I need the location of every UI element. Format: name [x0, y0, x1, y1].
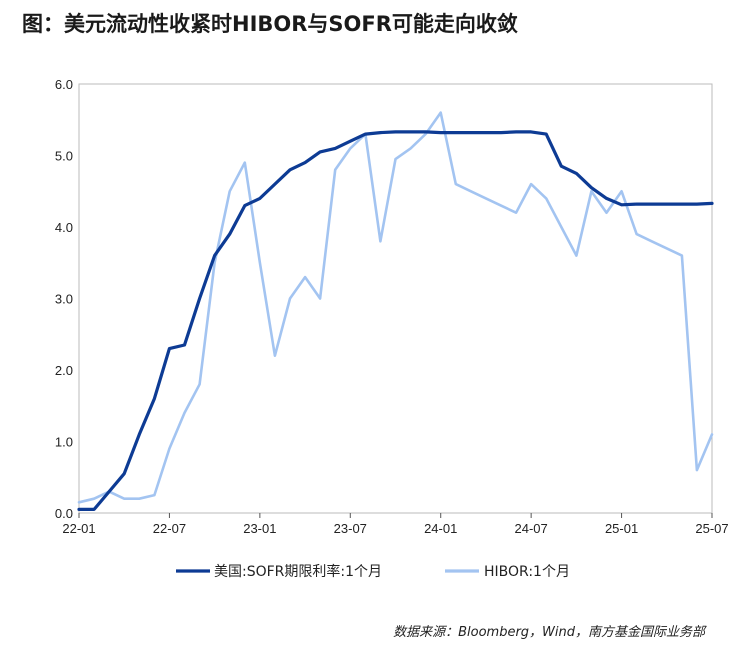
chart-title: 图：美元流动性收紧时HIBOR与SOFR可能走向收敛 [22, 12, 518, 36]
x-tick-label: 23-07 [334, 521, 367, 536]
legend-item-hibor: HIBOR:1个月 [445, 564, 570, 580]
y-tick-label: 6.0 [55, 77, 73, 92]
legend: 美国:SOFR期限利率:1个月 HIBOR:1个月 [176, 563, 570, 580]
x-tick-label: 24-07 [515, 521, 548, 536]
legend-item-sofr: 美国:SOFR期限利率:1个月 [176, 563, 382, 580]
x-tick-label: 23-01 [243, 521, 276, 536]
plot-area [78, 83, 713, 514]
series-layer [77, 111, 714, 511]
x-tick-label: 22-01 [62, 521, 95, 536]
plot-frame [78, 83, 713, 514]
y-tick-label: 4.0 [55, 220, 73, 235]
x-axis: 22-01 22-07 23-01 23-07 24-01 24-07 25-01 25-07 [62, 513, 729, 536]
y-tick-label: 1.0 [55, 435, 73, 450]
source-note: 数据来源：Bloomberg，Wind，南方基金国际业务部 [393, 625, 705, 640]
legend-label: 美国:SOFR期限利率:1个月 [214, 563, 382, 580]
series-line-hibor [77, 111, 714, 504]
series-line-sofr [77, 130, 714, 511]
y-tick-label: 2.0 [55, 363, 73, 378]
x-tick-label: 25-07 [695, 521, 728, 536]
x-tick-label: 25-01 [605, 521, 638, 536]
y-tick-label: 3.0 [55, 292, 73, 307]
y-tick-label: 0.0 [55, 506, 73, 521]
x-tick-label: 24-01 [424, 521, 457, 536]
y-tick-label: 5.0 [55, 149, 73, 164]
y-axis: 0.0 1.0 2.0 3.0 4.0 5.0 6.0 [55, 77, 73, 521]
legend-label: HIBOR:1个月 [484, 564, 570, 580]
x-tick-label: 22-07 [153, 521, 186, 536]
